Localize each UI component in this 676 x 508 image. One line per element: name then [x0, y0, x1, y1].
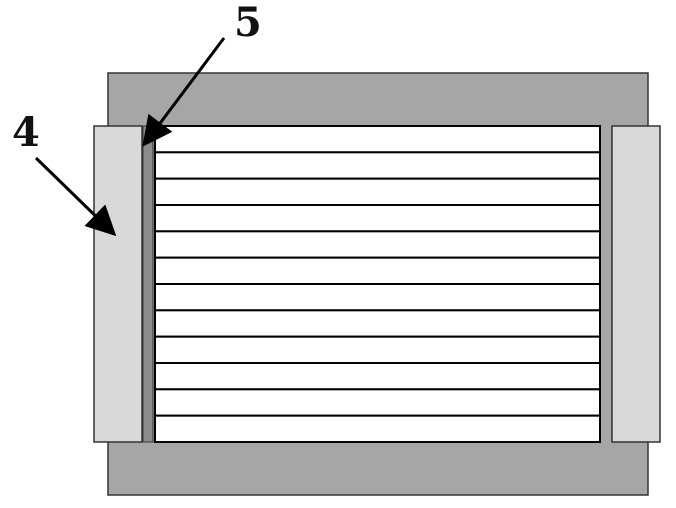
stack-strip [154, 125, 601, 154]
stack-strip [154, 177, 601, 206]
thin-layer [142, 125, 154, 443]
layer-stack [154, 125, 601, 444]
stack-strip [154, 230, 601, 259]
stack-strip [154, 256, 601, 286]
stack-strip [154, 309, 601, 338]
stack-strip [154, 335, 601, 365]
callout-arrow-4 [34, 156, 117, 237]
stack-strip [154, 204, 601, 233]
callout-arrow-5 [142, 37, 226, 147]
stack-strip [154, 151, 601, 180]
stack-strip [154, 388, 601, 417]
stack-strip [154, 283, 601, 312]
left-side-block [93, 125, 143, 443]
stack-strip [154, 362, 601, 391]
callout-label-5: 5 [234, 0, 262, 46]
stack-strip [154, 414, 601, 444]
callout-label-4: 4 [12, 109, 40, 156]
right-side-block [611, 125, 661, 443]
